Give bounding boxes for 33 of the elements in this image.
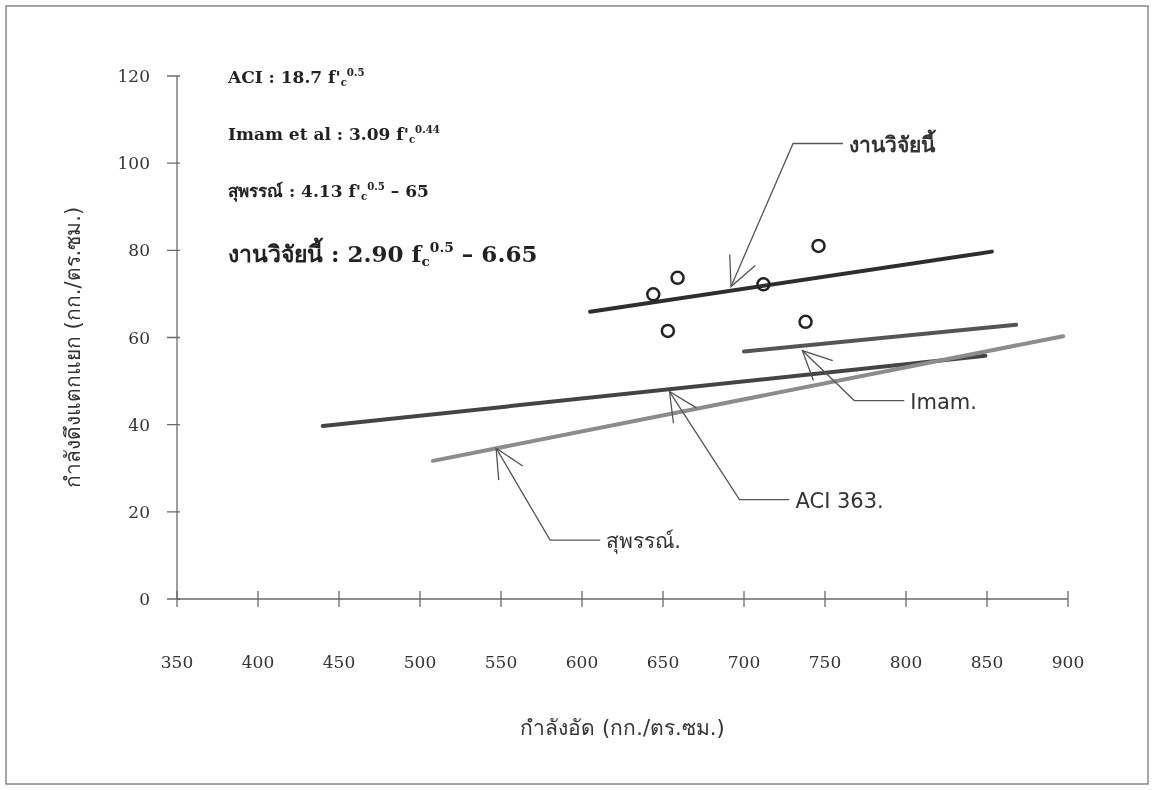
- point: [670, 270, 685, 286]
- x-tick-label: 500: [403, 652, 437, 672]
- y-axis-title: กำลังดึงแตกแยก (กก./ตร.ซม.): [61, 206, 85, 489]
- annotation: ACI 363.: [795, 488, 884, 513]
- y-tick-label: 60: [128, 327, 150, 348]
- point: [660, 323, 676, 339]
- annotation: สุพรรณ์.: [606, 529, 681, 555]
- y-tick-label: 40: [128, 414, 150, 435]
- x-tick-label: 600: [565, 652, 599, 672]
- x-tick-label: 450: [322, 652, 356, 672]
- y-tick-label: 0: [139, 589, 150, 609]
- x-axis-title: กำลังอัด (กก./ตร.ซม.): [520, 716, 725, 740]
- x-tick-label: 550: [484, 652, 518, 672]
- annotation: งานวิจัยนี้: [849, 128, 938, 157]
- y-tick-label: 80: [128, 240, 150, 261]
- x-tick-label: 350: [160, 652, 194, 672]
- x-tick-label: 850: [970, 652, 1004, 672]
- x-tick-label: 900: [1051, 652, 1085, 672]
- annotation: สุพรรณ์ : 4.13 f'$_{c}$$^{0.5}$ – 65: [228, 180, 429, 202]
- x-tick-label: 400: [241, 652, 275, 672]
- x-tick-label: 700: [727, 652, 761, 672]
- y-tick-label: 120: [117, 66, 150, 86]
- x-tick-label: 650: [646, 652, 680, 672]
- annotation: Imam.: [910, 389, 977, 414]
- y-tick-label: 20: [128, 501, 150, 522]
- point: [756, 277, 771, 292]
- x-tick-label: 800: [889, 652, 923, 672]
- x-tick-label: 750: [808, 652, 842, 672]
- y-tick-label: 100: [117, 153, 150, 174]
- point: [811, 238, 826, 254]
- annotation: งานวิจัยนี้ : 2.90 f$_{c}$$^{0.5}$ – 6.65: [228, 237, 538, 269]
- point: [646, 287, 661, 302]
- point: [798, 314, 813, 330]
